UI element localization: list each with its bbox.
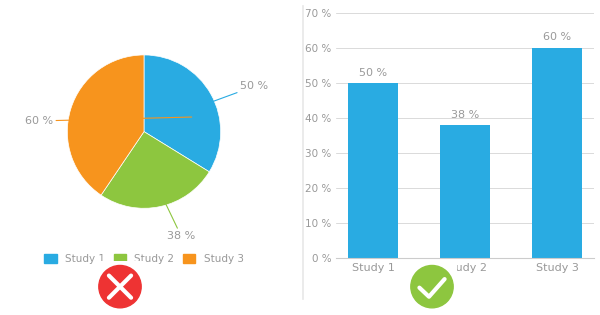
Bar	[348, 83, 398, 258]
Text: 60 %: 60 %	[543, 32, 571, 43]
Bar	[440, 125, 490, 258]
Legend: Study 1, Study 2, Study 3: Study 1, Study 2, Study 3	[40, 249, 248, 268]
Wedge shape	[101, 132, 209, 208]
Text: 50 %: 50 %	[169, 82, 268, 117]
Circle shape	[99, 266, 141, 308]
Text: 50 %: 50 %	[359, 67, 387, 77]
Text: 38 %: 38 %	[451, 110, 479, 120]
Wedge shape	[144, 55, 221, 172]
Text: 38 %: 38 %	[154, 180, 195, 241]
Text: 60 %: 60 %	[25, 116, 191, 126]
Wedge shape	[67, 55, 144, 195]
Circle shape	[411, 266, 453, 308]
Bar	[532, 48, 582, 258]
